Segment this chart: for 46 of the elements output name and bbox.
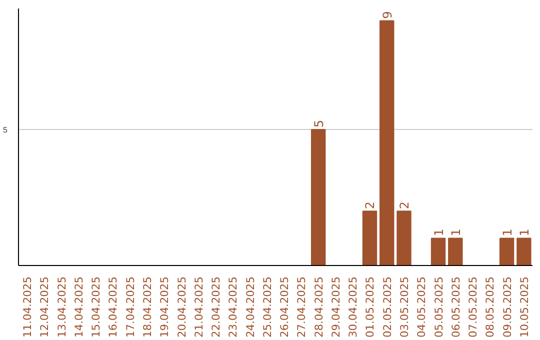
- x-tick-label: 07.05.2025: [466, 276, 480, 338]
- x-tick-label: 01.05.2025: [364, 276, 377, 338]
- x-tick-label: 04.05.2025: [415, 276, 428, 338]
- data-label: 1: [432, 228, 446, 236]
- x-tick-label: 23.04.2025: [226, 276, 240, 338]
- x-tick-label: 06.05.2025: [449, 276, 462, 338]
- x-tick-label: 13.04.2025: [55, 276, 68, 338]
- x-tick-label: 11.04.2025: [21, 276, 34, 338]
- x-tick-label: 26.04.2025: [278, 276, 292, 338]
- x-tick-label: 21.04.2025: [192, 276, 206, 338]
- x-tick-label: 05.05.2025: [432, 276, 446, 338]
- data-label: 2: [398, 201, 412, 210]
- x-tick-label: 15.04.2025: [90, 276, 103, 338]
- x-tick-label: 22.04.2025: [210, 276, 223, 338]
- bar: [499, 238, 514, 266]
- data-label: 1: [500, 228, 514, 236]
- x-tick-label: 30.04.2025: [346, 276, 360, 338]
- bar: [396, 210, 412, 266]
- x-tick-label: 28.04.2025: [312, 276, 326, 338]
- x-tick-label: 20.04.2025: [175, 276, 188, 338]
- data-label: 2: [363, 201, 378, 210]
- data-label: 1: [448, 228, 463, 236]
- bar: [430, 238, 446, 266]
- x-tick-label: 17.04.2025: [124, 276, 137, 338]
- x-tick-label: 08.05.2025: [484, 276, 497, 338]
- x-tick-label: 18.04.2025: [141, 276, 154, 338]
- x-tick-label: 09.05.2025: [500, 276, 514, 338]
- x-tick-label: 25.04.2025: [260, 276, 274, 338]
- x-tick-label: 27.04.2025: [295, 276, 308, 338]
- x-tick-label: 10.05.2025: [518, 276, 531, 338]
- bar: [362, 210, 378, 266]
- data-label: 9: [380, 11, 394, 19]
- x-tick-label: 24.04.2025: [244, 276, 257, 338]
- data-label: 5: [312, 120, 326, 128]
- data-label: 1: [517, 228, 532, 236]
- bar: [448, 238, 463, 266]
- bar: [380, 20, 394, 266]
- x-tick-label: 12.04.2025: [38, 276, 52, 338]
- x-tick-label: 19.04.2025: [158, 276, 172, 338]
- bar: [516, 238, 532, 266]
- x-tick-label: 16.04.2025: [106, 276, 120, 338]
- x-tick-label: 29.04.2025: [329, 276, 342, 338]
- x-tick-label: 02.05.2025: [380, 276, 394, 338]
- x-tick-label: 03.05.2025: [398, 276, 411, 338]
- bar: [310, 129, 326, 266]
- x-tick-label: 14.04.2025: [72, 276, 86, 338]
